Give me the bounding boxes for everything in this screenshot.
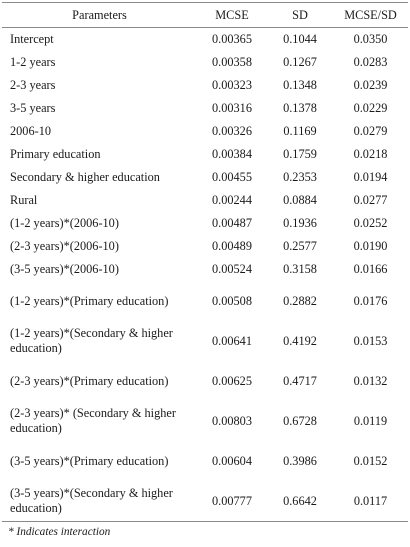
mcse-sd-cell: 0.0218 bbox=[353, 147, 388, 161]
mcse-sd-cell: 0.0153 bbox=[353, 333, 388, 348]
mcse-cell: 0.00384 bbox=[212, 147, 252, 161]
mcse-sd-cell: 0.0252 bbox=[353, 216, 388, 230]
sd-cell: 0.3158 bbox=[283, 262, 317, 276]
parameter-cell: Rural bbox=[10, 193, 38, 207]
table-row: 1-2 years 0.00358 0.1267 0.0283 bbox=[2, 51, 408, 74]
parameter-cell: Secondary & higher education bbox=[10, 170, 160, 184]
sd-cell: 0.0884 bbox=[283, 193, 317, 207]
sd-cell: 0.4192 bbox=[283, 333, 317, 348]
mcse-sd-cell: 0.0279 bbox=[353, 124, 388, 138]
sd-cell: 0.1044 bbox=[283, 32, 317, 46]
sd-cell: 0.1348 bbox=[283, 78, 317, 92]
mcse-cell: 0.00604 bbox=[212, 453, 252, 468]
sd-cell: 0.1759 bbox=[283, 147, 317, 161]
mcse-sd-cell: 0.0152 bbox=[353, 453, 388, 468]
mcse-cell: 0.00326 bbox=[212, 124, 252, 138]
mcse-sd-cell: 0.0132 bbox=[353, 373, 388, 388]
parameter-cell: 2006-10 bbox=[10, 124, 51, 138]
header-mcse: MCSE bbox=[197, 2, 267, 28]
mcse-table-container: Parameters MCSE SD MCSE/SD Intercept 0.00… bbox=[2, 2, 408, 522]
mcse-cell: 0.00323 bbox=[212, 78, 252, 92]
sd-cell: 0.3986 bbox=[283, 453, 317, 468]
parameter-cell: (1-2 years)*(2006-10) bbox=[10, 216, 119, 230]
table-row: (1-2 years)*(Secondary & higher educatio… bbox=[2, 321, 408, 361]
parameter-cell: (3-5 years)*(Primary education) bbox=[10, 453, 169, 468]
parameter-cell: 3-5 years bbox=[10, 101, 56, 115]
mcse-sd-cell: 0.0119 bbox=[353, 413, 388, 428]
sd-cell: 0.6642 bbox=[267, 481, 333, 522]
header-parameters: Parameters bbox=[2, 2, 197, 28]
header-mcse-sd: MCSE/SD bbox=[333, 2, 408, 28]
parameter-cell: (2-3 years)*(Primary education) bbox=[10, 373, 169, 388]
mcse-cell: 0.00244 bbox=[212, 193, 252, 207]
mcse-cell: 0.00777 bbox=[197, 481, 267, 522]
table-row: 3-5 years 0.00316 0.1378 0.0229 bbox=[2, 97, 408, 120]
mcse-cell: 0.00489 bbox=[212, 239, 252, 253]
mcse-sd-cell: 0.0350 bbox=[353, 32, 388, 46]
sd-cell: 0.6728 bbox=[283, 413, 317, 428]
table-row: 2-3 years 0.00323 0.1348 0.0239 bbox=[2, 74, 408, 97]
mcse-cell: 0.00803 bbox=[212, 413, 252, 428]
parameter-cell: (2-3 years)*(2006-10) bbox=[10, 239, 119, 253]
mcse-sd-cell: 0.0166 bbox=[353, 262, 388, 276]
table-row: Secondary & higher education 0.00455 0.235… bbox=[2, 166, 408, 189]
mcse-cell: 0.00316 bbox=[212, 101, 252, 115]
parameter-cell: (3-5 years)*(Secondary & higher educatio… bbox=[2, 481, 197, 522]
mcse-sd-cell: 0.0190 bbox=[353, 239, 388, 253]
sd-cell: 0.2577 bbox=[283, 239, 317, 253]
mcse-cell: 0.00625 bbox=[212, 373, 252, 388]
parameter-cell: Primary education bbox=[10, 147, 101, 161]
parameter-cell: (1-2 years)*(Primary education) bbox=[10, 293, 169, 308]
table-row: (3-5 years)*(Primary education) 0.00604 0.… bbox=[2, 441, 408, 481]
parameter-cell: (3-5 years)*(2006-10) bbox=[10, 262, 119, 276]
sd-cell: 0.1169 bbox=[283, 124, 317, 138]
parameter-cell: 1-2 years bbox=[10, 55, 56, 69]
sd-cell: 0.1267 bbox=[283, 55, 317, 69]
mcse-cell: 0.00524 bbox=[212, 262, 252, 276]
mcse-cell: 0.00455 bbox=[212, 170, 252, 184]
sd-cell: 0.1936 bbox=[283, 216, 317, 230]
parameter-cell: Intercept bbox=[10, 32, 54, 46]
sd-cell: 0.1378 bbox=[283, 101, 317, 115]
mcse-table: Parameters MCSE SD MCSE/SD Intercept 0.00… bbox=[2, 2, 408, 522]
table-row: (3-5 years)*(2006-10) 0.00524 0.3158 0.0166 bbox=[2, 258, 408, 281]
sd-cell: 0.2353 bbox=[283, 170, 317, 184]
table-row: Primary education 0.00384 0.1759 0.0218 bbox=[2, 143, 408, 166]
table-row: 2006-10 0.00326 0.1169 0.0279 bbox=[2, 120, 408, 143]
table-row: (3-5 years)*(Secondary & higher educatio… bbox=[2, 481, 408, 522]
table-row: (2-3 years)*(Primary education) 0.00625 0.… bbox=[2, 361, 408, 401]
mcse-sd-cell: 0.0239 bbox=[353, 78, 388, 92]
parameter-cell: (2-3 years)* (Secondary & higher educati… bbox=[10, 406, 176, 435]
table-row: Rural 0.00244 0.0884 0.0277 bbox=[2, 189, 408, 212]
table-row: (1-2 years)*(2006-10) 0.00487 0.1936 0.0252 bbox=[2, 212, 408, 235]
mcse-sd-cell: 0.0229 bbox=[353, 101, 388, 115]
header-sd: SD bbox=[267, 2, 333, 28]
table-row: Intercept 0.00365 0.1044 0.0350 bbox=[2, 28, 408, 52]
mcse-cell: 0.00641 bbox=[212, 333, 252, 348]
mcse-sd-cell: 0.0277 bbox=[353, 193, 388, 207]
table-header-row: Parameters MCSE SD MCSE/SD bbox=[2, 2, 408, 28]
mcse-sd-cell: 0.0117 bbox=[333, 481, 408, 522]
table-body: Intercept 0.00365 0.1044 0.0350 1-2 years 0.0… bbox=[2, 28, 408, 522]
mcse-cell: 0.00487 bbox=[212, 216, 252, 230]
table-row: (2-3 years)* (Secondary & higher educati… bbox=[2, 401, 408, 441]
mcse-sd-cell: 0.0283 bbox=[353, 55, 388, 69]
parameter-cell: 2-3 years bbox=[10, 78, 56, 92]
mcse-cell: 0.00508 bbox=[212, 293, 252, 308]
mcse-cell: 0.00365 bbox=[212, 32, 252, 46]
sd-cell: 0.4717 bbox=[283, 373, 317, 388]
mcse-sd-cell: 0.0194 bbox=[353, 170, 388, 184]
sd-cell: 0.2882 bbox=[283, 293, 317, 308]
table-footnote: * Indicates interaction bbox=[8, 526, 111, 538]
mcse-cell: 0.00358 bbox=[212, 55, 252, 69]
table-row: (1-2 years)*(Primary education) 0.00508 0.… bbox=[2, 281, 408, 321]
mcse-sd-cell: 0.0176 bbox=[353, 293, 388, 308]
table-row: (2-3 years)*(2006-10) 0.00489 0.2577 0.0190 bbox=[2, 235, 408, 258]
parameter-cell: (1-2 years)*(Secondary & higher educatio… bbox=[10, 326, 173, 355]
